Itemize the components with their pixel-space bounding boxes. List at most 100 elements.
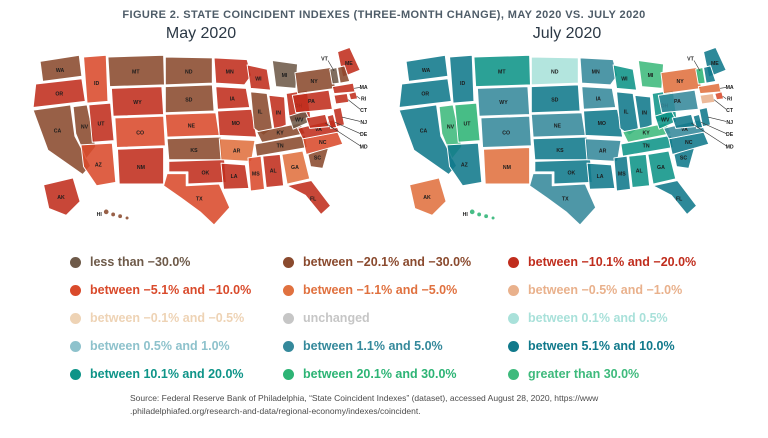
legend-dot-icon [283, 256, 294, 268]
callout-line-RI [356, 95, 361, 100]
state-label-IN: IN [642, 110, 647, 116]
state-label-TX: TX [562, 197, 569, 203]
callout-line-MD [691, 122, 727, 147]
state-IN [634, 94, 653, 131]
legend-label: unchanged [303, 311, 370, 325]
legend-dot-icon [508, 256, 519, 268]
state-label-MN: MN [592, 70, 600, 76]
state-label-CA: CA [54, 129, 62, 135]
state-label-UT: UT [98, 122, 106, 128]
state-label-ND: ND [185, 70, 193, 76]
state-label-CT: CT [360, 108, 368, 114]
state-MD [671, 113, 696, 129]
state-HI-island-3 [483, 213, 489, 219]
state-label-NM: NM [503, 165, 511, 171]
state-FL [286, 180, 332, 215]
state-label-IL: IL [624, 110, 629, 116]
legend-item-p01_p05: between 0.1% and 0.5% [508, 311, 748, 325]
state-DE [692, 113, 704, 129]
state-label-LA: LA [597, 174, 604, 180]
state-IA [581, 86, 617, 110]
legend-item-p20_p30: between 20.1% and 30.0% [283, 367, 508, 381]
state-label-CO: CO [136, 130, 144, 136]
state-label-PA: PA [674, 99, 681, 105]
legend-item-p5_p10: between 5.1% and 10.0% [508, 339, 748, 353]
callout-line-MD [325, 122, 361, 147]
legend-item-m5_m10: between −5.1% and −10.0% [70, 283, 283, 297]
state-label-CO: CO [502, 130, 510, 136]
state-MI [637, 60, 665, 89]
state-label-WY: WY [499, 100, 508, 106]
map-panel-july: July 2020 WA OR CA ID NV UT AZ MT WY CO NM ND SD NE KS… [396, 24, 738, 231]
state-label-VT: VT [687, 57, 694, 63]
legend-label: between 20.1% and 30.0% [303, 367, 457, 381]
state-label-IA: IA [230, 97, 235, 103]
legend-item-m01_m05: between −0.1% and −0.5% [70, 311, 283, 325]
state-ID [83, 54, 109, 104]
legend-dot-icon [70, 256, 81, 268]
state-WI [246, 64, 272, 91]
state-HI-island-2 [476, 212, 482, 217]
map-panel-may: May 2020 WA OR CA ID NV UT AZ MT WY CO NM ND SD NE KS O… [30, 24, 372, 231]
legend-item-m10_m20: between −10.1% and −20.0% [508, 255, 748, 269]
state-VT [695, 67, 706, 85]
state-label-ND: ND [551, 70, 559, 76]
state-label-HI: HI [97, 212, 103, 218]
callout-line-CT [713, 99, 727, 110]
state-PA [291, 89, 333, 114]
state-label-WI: WI [621, 77, 628, 83]
state-label-MO: MO [598, 121, 606, 127]
state-label-NV: NV [447, 124, 455, 130]
legend-item-p05_p1: between 0.5% and 1.0% [70, 339, 283, 353]
state-ND [164, 56, 213, 86]
legend-dot-icon [283, 368, 294, 380]
state-label-TN: TN [643, 144, 650, 150]
state-label-AK: AK [423, 195, 431, 201]
state-MA [331, 82, 356, 95]
legend-label: between 0.1% and 0.5% [528, 311, 668, 325]
state-NH [337, 65, 351, 84]
state-HI-island-1 [469, 208, 476, 215]
legend: less than −30.0% between −20.1% and −30.0… [70, 255, 768, 381]
state-WY [476, 86, 531, 117]
state-FL [652, 180, 698, 215]
legend-item-m20_m30: between −20.1% and −30.0% [283, 255, 508, 269]
state-label-IN: IN [276, 110, 281, 116]
state-label-GA: GA [657, 165, 665, 171]
state-label-MI: MI [648, 73, 654, 79]
state-HI-island-4 [125, 215, 130, 220]
legend-label: between −10.1% and −20.0% [528, 255, 697, 269]
state-label-MI: MI [282, 73, 288, 79]
state-MA [697, 82, 722, 95]
state-OR [32, 78, 86, 108]
state-label-MN: MN [226, 70, 234, 76]
source-line-1: Source: Federal Reserve Bank of Philadel… [130, 393, 599, 403]
state-MS [613, 155, 631, 192]
state-SD [530, 84, 581, 114]
state-label-CA: CA [420, 129, 428, 135]
state-label-MA: MA [726, 85, 734, 91]
state-RI [714, 91, 725, 101]
state-label-NJ: NJ [726, 120, 733, 126]
state-CO [114, 115, 166, 148]
legend-label: between −20.1% and −30.0% [303, 255, 472, 269]
state-ID [449, 54, 475, 104]
state-label-WI: WI [255, 77, 262, 83]
state-label-VT: VT [321, 57, 328, 63]
state-label-NC: NC [685, 140, 693, 146]
state-label-AL: AL [636, 169, 644, 175]
legend-dot-icon [508, 340, 519, 352]
callout-line-DE [700, 122, 727, 134]
state-AL [262, 153, 285, 188]
state-label-PA: PA [308, 99, 315, 105]
legend-label: between −5.1% and −10.0% [90, 283, 252, 297]
state-label-AZ: AZ [95, 163, 103, 169]
state-AZ [80, 142, 117, 187]
figure-title: FIGURE 2. STATE COINCIDENT INDEXES (THRE… [122, 9, 646, 21]
state-label-OK: OK [201, 170, 209, 176]
state-label-NJ: NJ [360, 120, 367, 126]
legend-dot-icon [508, 368, 519, 380]
state-MD [305, 113, 330, 129]
legend-item-lt_m30: less than −30.0% [70, 255, 283, 269]
state-label-OR: OR [421, 91, 429, 97]
